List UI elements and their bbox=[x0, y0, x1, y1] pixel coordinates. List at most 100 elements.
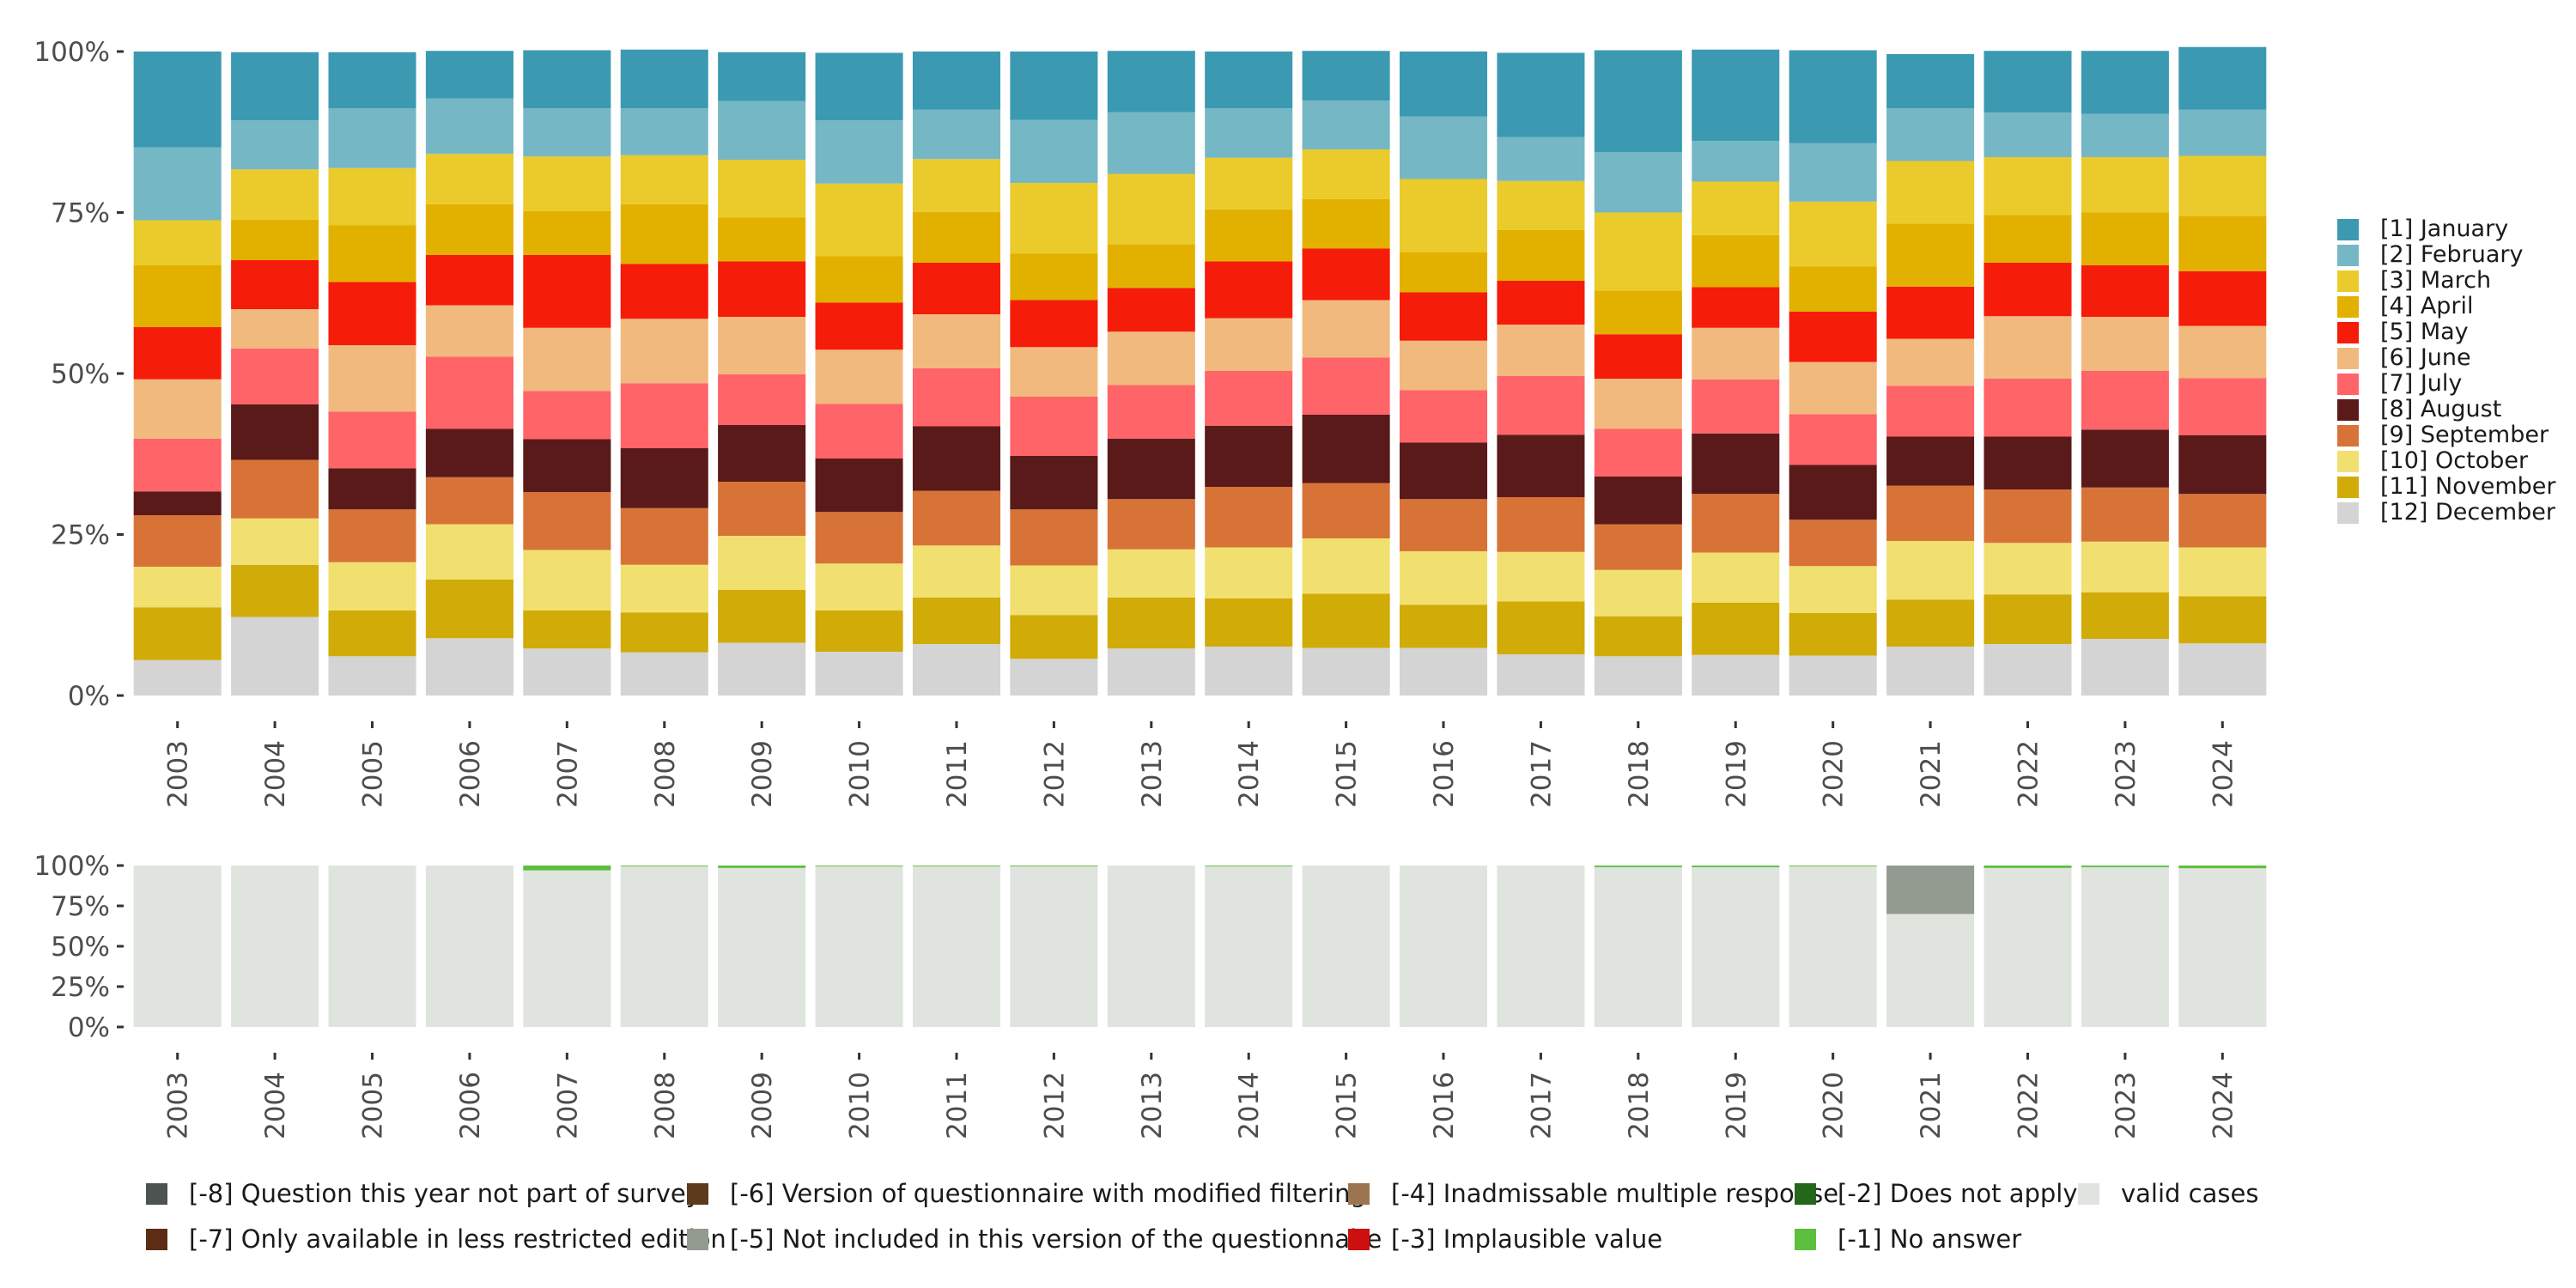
bar-segment-11-november-2011 bbox=[912, 598, 1001, 644]
bar-segment-10-october-2012 bbox=[1010, 565, 1098, 616]
legend-label: [5] May bbox=[2380, 319, 2469, 345]
bar-segment-8-august-2003 bbox=[133, 491, 222, 515]
bar-segment-4-april-2003 bbox=[133, 265, 222, 327]
bar-segment-10-october-2019 bbox=[1692, 552, 1780, 603]
bar-segment-3-march-2015 bbox=[1302, 149, 1390, 199]
legend-swatch bbox=[1348, 1182, 1370, 1205]
bar-segment-1-january-2023 bbox=[2081, 51, 2169, 114]
bar-segment-valid-cases-2021 bbox=[1886, 914, 1975, 1027]
bar-segment-3-march-2006 bbox=[425, 154, 513, 204]
status-legend-item-1-no-answer: [-1] No answer bbox=[1795, 1222, 2021, 1256]
bar-segment-5-may-2020 bbox=[1789, 312, 1877, 362]
bar-segment-3-march-2019 bbox=[1692, 181, 1780, 235]
bar-segment-6-june-2023 bbox=[2081, 317, 2169, 371]
bar-segment-1-january-2015 bbox=[1302, 51, 1390, 100]
legend-label: [-1] No answer bbox=[1838, 1224, 2022, 1254]
bar-segment-9-september-2004 bbox=[231, 459, 319, 519]
bar-segment-10-october-2008 bbox=[620, 564, 708, 613]
month-legend: [1] January [2] February [3] March [4] Apri… bbox=[2337, 216, 2555, 526]
x-tick-label: 2010 bbox=[845, 1072, 876, 1139]
legend-label: [-5] Not included in this version of the… bbox=[730, 1224, 1382, 1254]
bar-segment-1-january-2024 bbox=[2178, 46, 2267, 110]
bar-segment-4-april-2023 bbox=[2081, 212, 2169, 265]
x-tick-label: 2011 bbox=[942, 1072, 973, 1139]
bar-segment-2-february-2019 bbox=[1692, 141, 1780, 182]
bar-segment-6-june-2018 bbox=[1594, 379, 1682, 429]
bar-segment-11-november-2024 bbox=[2178, 596, 2267, 644]
bar-segment-10-october-2023 bbox=[2081, 541, 2169, 592]
bar-segment-1-january-2003 bbox=[133, 52, 222, 148]
bar-segment-1-no-answer-2009 bbox=[718, 866, 806, 868]
bar-segment-9-september-2018 bbox=[1594, 524, 1682, 570]
bar-segment-valid-cases-2008 bbox=[620, 866, 708, 1027]
bar-segment-3-march-2022 bbox=[1984, 157, 2072, 216]
bar-segment-10-october-2009 bbox=[718, 536, 806, 590]
x-tick-label: 2006 bbox=[455, 1072, 486, 1139]
x-tick-label: 2016 bbox=[1429, 740, 1460, 808]
bar-segment-5-may-2014 bbox=[1205, 261, 1293, 319]
bar-segment-9-september-2011 bbox=[912, 490, 1001, 546]
bar-segment-10-october-2006 bbox=[425, 524, 513, 580]
bar-segment-6-june-2021 bbox=[1886, 338, 1975, 386]
bar-segment-5-may-2013 bbox=[1107, 288, 1195, 332]
bar-segment-8-august-2012 bbox=[1010, 456, 1098, 510]
bar-segment-4-april-2011 bbox=[912, 211, 1001, 263]
x-tick-label: 2016 bbox=[1429, 1072, 1460, 1139]
legend-swatch bbox=[2337, 321, 2359, 343]
bar-segment-1-no-answer-2022 bbox=[1984, 866, 2072, 868]
x-tick-label: 2020 bbox=[1819, 1072, 1850, 1139]
bar-segment-10-october-2014 bbox=[1205, 547, 1293, 598]
x-tick-label: 2004 bbox=[260, 1072, 291, 1139]
bar-segment-valid-cases-2012 bbox=[1010, 866, 1098, 1027]
legend-item-10-october: [10] October bbox=[2337, 448, 2555, 474]
legend-swatch bbox=[146, 1182, 167, 1205]
legend-label: [9] September bbox=[2380, 422, 2549, 448]
legend-swatch bbox=[2337, 424, 2359, 447]
legend-swatch bbox=[687, 1182, 708, 1205]
bar-segment-7-july-2010 bbox=[815, 404, 903, 459]
bar-segment-1-january-2010 bbox=[815, 52, 903, 121]
bar-segment-7-july-2008 bbox=[620, 383, 708, 448]
bar-segment-10-october-2022 bbox=[1984, 543, 2072, 595]
bar-segment-10-october-2010 bbox=[815, 563, 903, 611]
bar-segment-2-february-2008 bbox=[620, 108, 708, 155]
bar-segment-1-january-2013 bbox=[1107, 51, 1195, 112]
legend-label: [4] April bbox=[2380, 293, 2474, 319]
bar-segment-10-october-2013 bbox=[1107, 549, 1195, 598]
bar-segment-3-march-2009 bbox=[718, 160, 806, 218]
bar-segment-10-october-2005 bbox=[328, 562, 416, 611]
legend-item-12-december: [12] December bbox=[2337, 500, 2555, 526]
x-tick-label: 2014 bbox=[1234, 740, 1265, 808]
bar-segment-1-january-2016 bbox=[1399, 52, 1488, 117]
bar-segment-1-january-2005 bbox=[328, 52, 416, 108]
bar-segment-5-may-2023 bbox=[2081, 265, 2169, 317]
legend-label: valid cases bbox=[2121, 1179, 2259, 1208]
bar-segment-8-august-2019 bbox=[1692, 433, 1780, 495]
bar-segment-valid-cases-2019 bbox=[1692, 866, 1780, 1027]
legend-label: [6] June bbox=[2380, 344, 2471, 371]
bar-segment-2-february-2017 bbox=[1497, 137, 1585, 181]
legend-label: [2] February bbox=[2380, 241, 2524, 268]
bar-segment-12-december-2005 bbox=[328, 656, 416, 696]
x-tick-label: 2013 bbox=[1137, 740, 1168, 808]
bar-segment-10-october-2016 bbox=[1399, 551, 1488, 605]
bar-segment-8-august-2010 bbox=[815, 459, 903, 513]
bar-segment-9-september-2017 bbox=[1497, 497, 1585, 552]
bar-segment-2-february-2021 bbox=[1886, 108, 1975, 161]
bar-segment-11-november-2009 bbox=[718, 590, 806, 643]
bar-segment-8-august-2007 bbox=[523, 439, 611, 492]
bar-segment-2-february-2014 bbox=[1205, 108, 1293, 158]
x-tick-label: 2023 bbox=[2111, 1072, 2142, 1139]
bar-segment-8-august-2014 bbox=[1205, 425, 1293, 487]
legend-item-9-september: [9] September bbox=[2337, 422, 2555, 448]
legend-swatch bbox=[2337, 270, 2359, 292]
y-tick-label: 100% bbox=[33, 851, 110, 882]
x-tick-label: 2021 bbox=[1916, 1072, 1947, 1139]
bar-segment-1-january-2007 bbox=[523, 50, 611, 108]
status-legend-item-8-question-this-year-not-part-of-survey: [-8] Question this year not part of surv… bbox=[146, 1176, 701, 1211]
status-legend-item-7-only-available-in-less-restricted-edition: [-7] Only available in less restricted e… bbox=[146, 1222, 726, 1256]
bar-segment-11-november-2023 bbox=[2081, 592, 2169, 639]
bar-segment-10-october-2003 bbox=[133, 567, 222, 608]
bar-segment-3-march-2005 bbox=[328, 167, 416, 226]
bar-segment-4-april-2008 bbox=[620, 204, 708, 264]
